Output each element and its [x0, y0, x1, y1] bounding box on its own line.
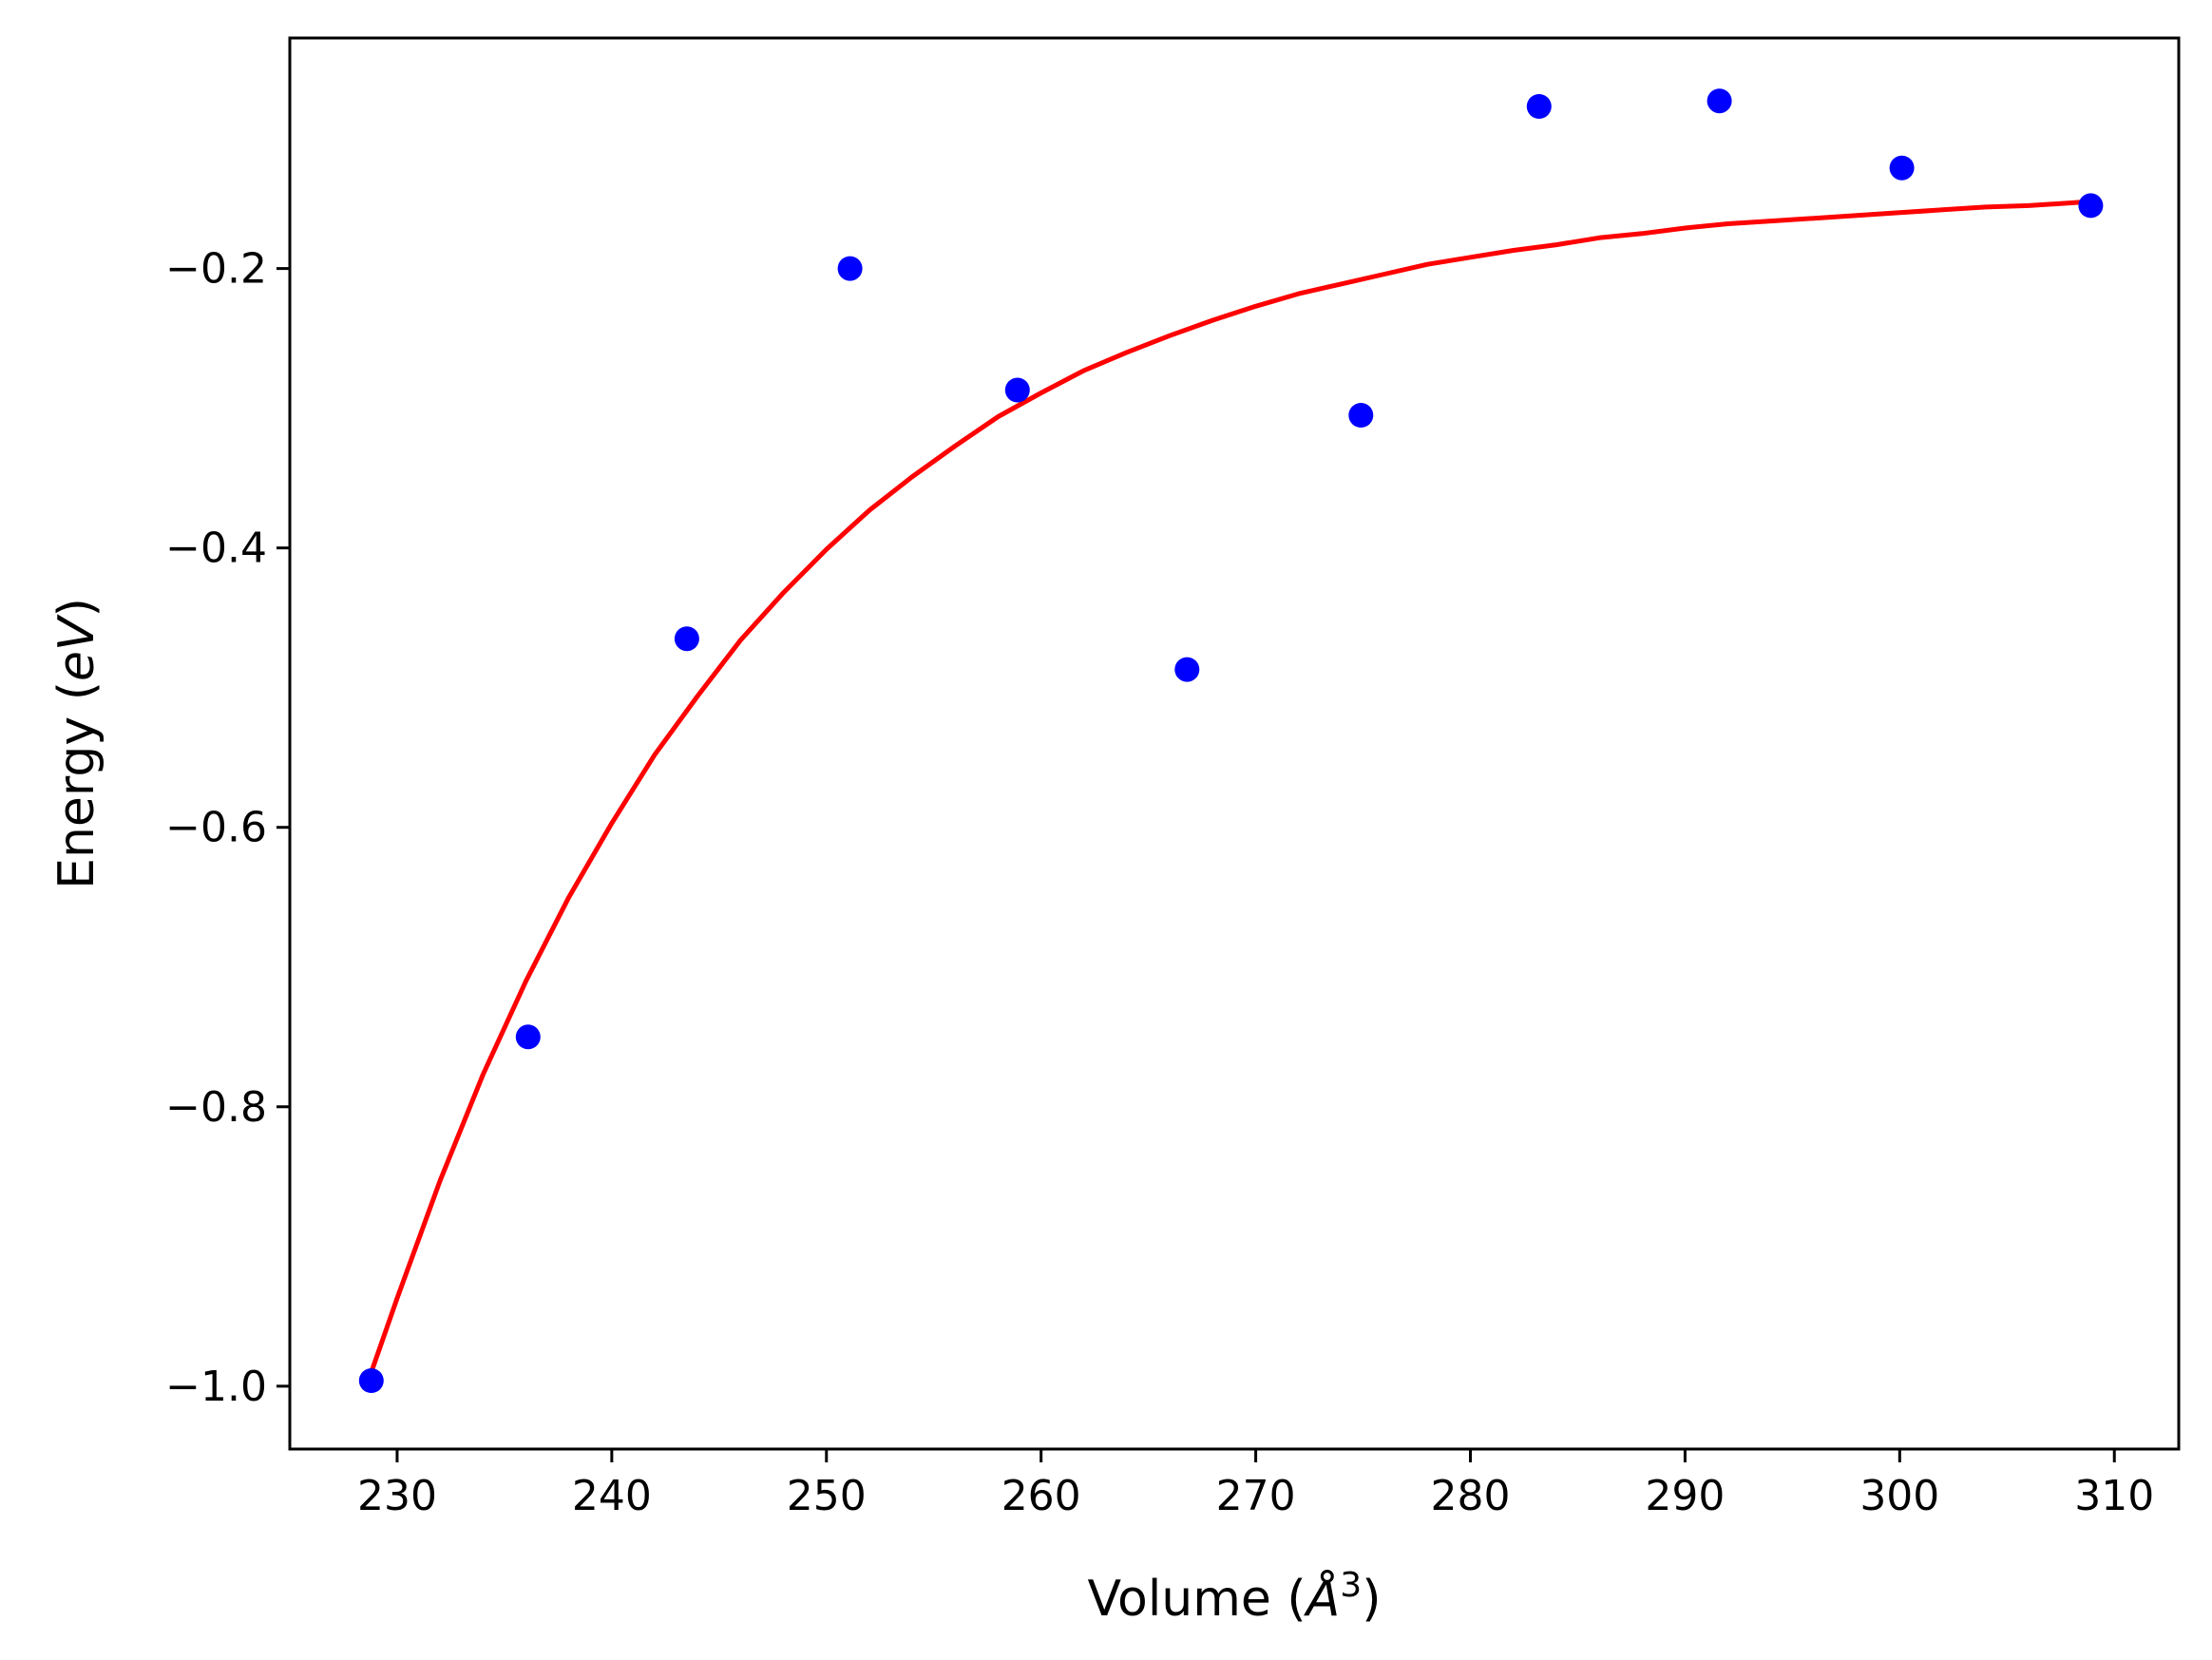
- data-point: [2078, 193, 2104, 219]
- x-tick-label: 240: [572, 1472, 652, 1520]
- data-point: [1889, 155, 1915, 181]
- data-point: [358, 1368, 384, 1393]
- y-tick-label: −0.4: [165, 525, 267, 573]
- data-point: [837, 256, 863, 281]
- data-point: [1707, 88, 1732, 114]
- y-tick-label: −0.6: [165, 804, 267, 852]
- x-tick-label: 250: [787, 1472, 867, 1520]
- fit-curve-line: [369, 199, 2093, 1375]
- data-point: [674, 626, 699, 652]
- axis-ticks: 230 240 250 260 270 280 290 300 310 −1.0 −0.8 −0.6 −…: [165, 245, 2154, 1520]
- x-tick-label: 260: [1001, 1472, 1081, 1520]
- y-tick-label: −1.0: [165, 1363, 267, 1411]
- x-tick-label: 290: [1645, 1472, 1725, 1520]
- y-tick-label: −0.8: [165, 1083, 267, 1132]
- x-tick-label: 300: [1859, 1472, 1939, 1520]
- x-axis-label: Volume (Å3): [1088, 1566, 1382, 1629]
- plot-area: [358, 88, 2104, 1393]
- y-tick-label: −0.2: [165, 245, 267, 294]
- data-point: [515, 1024, 541, 1050]
- data-point: [1174, 657, 1200, 682]
- x-tick-label: 230: [357, 1472, 437, 1520]
- x-tick-label: 270: [1216, 1472, 1296, 1520]
- x-tick-label: 310: [2074, 1472, 2154, 1520]
- plot-frame: [288, 36, 2181, 1451]
- data-point: [1526, 94, 1552, 119]
- x-tick-label: 280: [1431, 1472, 1511, 1520]
- data-point: [1004, 377, 1030, 403]
- data-point: [1348, 403, 1374, 428]
- y-axis-label: Energy (eV): [48, 598, 105, 889]
